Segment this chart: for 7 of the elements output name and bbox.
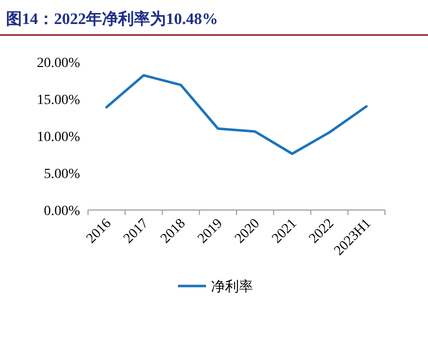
y-tick-label: 0.00% — [44, 204, 80, 219]
title: 图14：2022年净利率为10.48% — [6, 11, 218, 28]
y-tick-label: 10.00% — [36, 130, 80, 145]
y-tick-label: 15.00% — [36, 93, 80, 108]
y-tick-label: 5.00% — [44, 167, 80, 182]
y-tick-label: 20.00% — [36, 56, 80, 71]
legend-label: 净利率 — [211, 279, 253, 295]
